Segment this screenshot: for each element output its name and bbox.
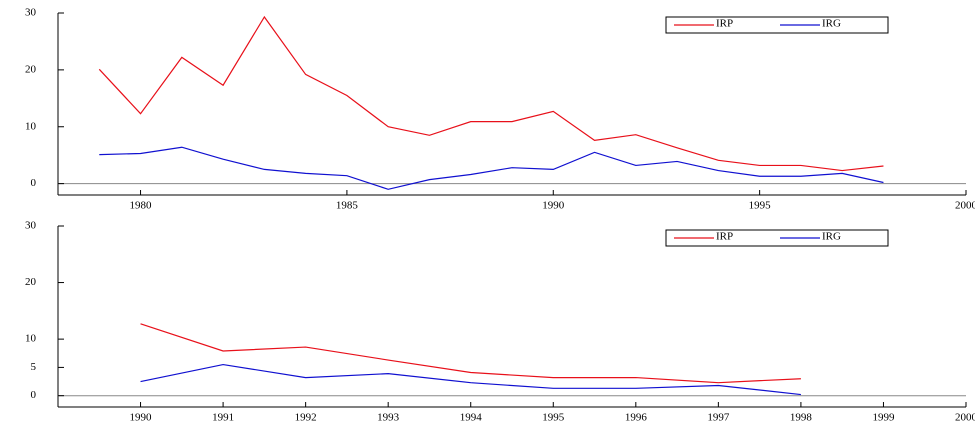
x-tick-label: 1998: [790, 412, 813, 424]
y-tick-label: 5: [31, 361, 37, 373]
x-tick-label: 1996: [625, 412, 648, 424]
x-tick-label: 1980: [130, 200, 153, 212]
x-tick-label: 1991: [212, 412, 234, 424]
y-tick-label: 30: [25, 220, 37, 232]
y-tick-label: 10: [25, 120, 37, 132]
x-tick-label: 1995: [749, 200, 772, 212]
series-line: [140, 323, 801, 384]
legend-label: IRP: [716, 18, 733, 30]
legend-label: IRG: [822, 18, 841, 30]
y-tick-label: 0: [31, 389, 37, 401]
legend-label: IRP: [716, 231, 733, 243]
x-tick-label: 1992: [295, 412, 317, 424]
x-tick-label: 1999: [872, 412, 895, 424]
y-tick-label: 30: [25, 7, 37, 19]
x-tick-label: 2000: [955, 200, 975, 212]
y-tick-label: 20: [25, 276, 37, 288]
legend-box: [665, 229, 889, 247]
x-tick-label: 1990: [130, 412, 153, 424]
legend-box: [665, 16, 889, 34]
legend-label: IRG: [822, 231, 841, 243]
x-tick-label: 1995: [542, 412, 565, 424]
x-tick-label: 1990: [542, 200, 565, 212]
y-tick-label: 10: [25, 333, 37, 345]
x-tick-label: 1993: [377, 412, 400, 424]
series-line: [99, 146, 884, 190]
y-tick-label: 20: [25, 63, 37, 75]
x-tick-label: 1997: [707, 412, 730, 424]
x-tick-label: 1994: [460, 412, 483, 424]
series-line: [98, 15, 884, 172]
x-tick-label: 2000: [955, 412, 975, 424]
y-tick-label: 0: [31, 177, 37, 189]
series-line: [140, 363, 801, 396]
x-tick-label: 1985: [336, 200, 359, 212]
